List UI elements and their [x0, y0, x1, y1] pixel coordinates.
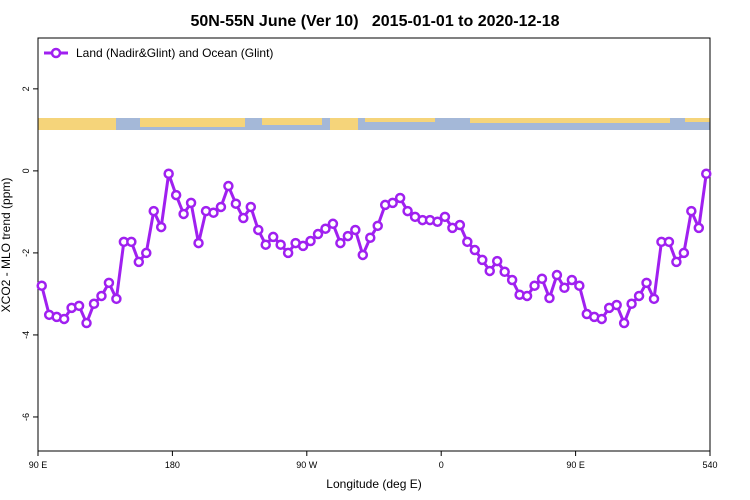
data-point: [678, 247, 690, 259]
data-point: [454, 219, 466, 231]
data-point: [58, 313, 70, 325]
data-point: [253, 224, 264, 236]
data-point: [536, 273, 548, 284]
data-point: [432, 216, 443, 227]
data-point: [96, 290, 107, 302]
data-point: [544, 292, 555, 304]
data-point: [103, 277, 115, 289]
data-point: [297, 240, 309, 252]
data-point: [641, 277, 652, 289]
data-point: [208, 207, 219, 218]
data-point: [618, 317, 630, 329]
data-point: [126, 236, 137, 248]
x-tick-label: 90 E: [29, 460, 48, 470]
data-point: [141, 247, 152, 259]
data-point: [394, 192, 406, 204]
data-point: [387, 197, 398, 209]
data-point: [275, 239, 286, 250]
data-point: [88, 298, 100, 310]
y-tick-label: 2: [21, 86, 31, 91]
x-tick-label: 180: [165, 460, 180, 470]
data-point: [335, 237, 346, 249]
data-point: [73, 300, 85, 312]
data-point: [491, 255, 503, 267]
data-point: [350, 224, 361, 236]
y-axis-label: XCO2 - MLO trend (ppm): [0, 178, 13, 313]
legend-label: Land (Nadir&Glint) and Ocean (Glint): [76, 46, 273, 60]
data-point: [267, 231, 279, 243]
data-point: [282, 247, 294, 259]
x-axis-label: Longitude (deg E): [326, 477, 421, 491]
data-point: [178, 208, 189, 220]
data-point: [686, 205, 697, 217]
legend-marker: [50, 47, 62, 59]
data-point: [701, 168, 712, 180]
plot-frame: [37, 37, 711, 452]
y-tick-label: -4: [21, 331, 31, 339]
data-point: [185, 197, 197, 209]
data-point: [155, 221, 167, 233]
data-point: [238, 212, 249, 224]
series-line: [40, 172, 708, 325]
data-point: [469, 244, 481, 256]
data-point: [671, 256, 682, 268]
data-point: [193, 237, 204, 249]
data-point: [327, 218, 339, 230]
data-point: [693, 222, 705, 234]
legend: Land (Nadir&Glint) and Ocean (Glint): [44, 46, 273, 60]
data-point: [133, 256, 145, 268]
x-tick-label: 90 W: [296, 460, 318, 470]
data-point: [372, 220, 383, 232]
x-tick-label: 0: [439, 460, 444, 470]
data-point: [111, 293, 122, 305]
chart-title: 50N-55N June (Ver 10) 2015-01-01 to 2020…: [190, 13, 559, 30]
data-point: [559, 282, 570, 294]
land-ocean-band: [38, 118, 710, 130]
data-point: [462, 236, 473, 248]
y-tick-label: 0: [21, 168, 31, 173]
data-point: [663, 236, 675, 248]
data-point: [402, 205, 413, 217]
data-point: [245, 201, 257, 213]
data-point: [611, 299, 622, 311]
data-point: [260, 239, 271, 250]
data-point: [365, 232, 376, 243]
x-tick-label: 90 E: [566, 460, 585, 470]
data-point: [648, 293, 660, 305]
data-point: [551, 269, 563, 281]
data-point: [223, 180, 234, 192]
data-point: [230, 198, 242, 209]
data-point: [574, 280, 585, 291]
data-point: [506, 274, 518, 286]
data-point: [484, 265, 495, 277]
x-tick-label: 540: [702, 460, 717, 470]
data-point: [312, 228, 324, 240]
data-point: [521, 290, 533, 302]
data-point: [305, 235, 316, 247]
y-tick-label: -2: [21, 249, 31, 257]
data-point: [477, 254, 488, 266]
data-point: [499, 266, 510, 278]
data-point: [529, 280, 540, 291]
data-point: [566, 274, 578, 286]
data-point: [633, 290, 645, 302]
data-point: [320, 223, 331, 234]
data-point: [163, 168, 174, 180]
data-point: [626, 298, 637, 310]
data-point: [439, 211, 451, 223]
data-point: [81, 317, 92, 329]
data-point: [170, 189, 182, 201]
data-point: [36, 280, 47, 291]
data-point: [596, 313, 607, 325]
y-tick-label: -6: [21, 413, 31, 421]
data-point: [215, 201, 227, 213]
data-point: [357, 249, 369, 261]
data-point: [148, 205, 159, 217]
data-point: [342, 230, 354, 242]
